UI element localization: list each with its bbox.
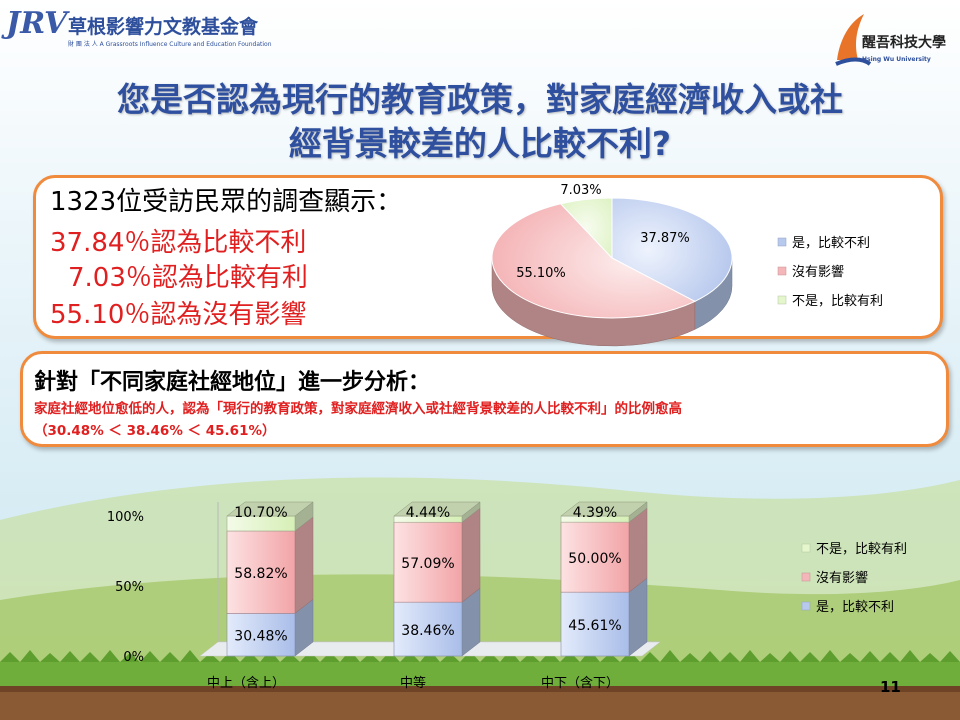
- pie-legend-swatch-2: [777, 295, 787, 305]
- bar-category-label-2: 中下（含下）: [541, 675, 619, 691]
- pie-legend-swatch-0: [777, 237, 787, 247]
- bar-legend-label-2: 不是，比較有利: [816, 542, 907, 557]
- bar-segment-2-1: [560, 521, 630, 593]
- foundation-logo: JRV 草根影響力文教基金會 財 團 法 人 A Grassroots Infl…: [6, 6, 272, 48]
- bar-category-label-0: 中上（含上）: [207, 675, 285, 691]
- bar-data-label-0-1: 58.82%: [234, 566, 287, 582]
- bar-data-label-1-1: 57.09%: [401, 556, 454, 572]
- bar-legend-swatch-2: [801, 543, 811, 553]
- bar-side-2-1: [628, 507, 648, 593]
- bar-data-label-2-0: 45.61%: [568, 618, 621, 634]
- bar-legend-label-1: 沒有影響: [816, 570, 868, 586]
- pie-data-label-1: 55.10%: [516, 266, 566, 281]
- pie-data-label-2: 7.03%: [560, 183, 601, 198]
- bar-y-tick-2: 100%: [107, 510, 144, 525]
- bar-legend-swatch-1: [801, 572, 811, 582]
- pie-slice-1: [491, 203, 696, 319]
- summary-line-favorable: 7.03％認為比較有利: [68, 263, 308, 293]
- bar-segment-1-0: [393, 601, 463, 657]
- analysis-line-1: 家庭社經地位愈低的人，認為「現行的教育政策，對家庭經濟收入或社經背景較差的人比較…: [34, 401, 682, 417]
- bar-legend-label-0: 是，比較不利: [816, 600, 894, 615]
- foundation-logo-en: 財 團 法 人 A Grassroots Influence Culture a…: [68, 41, 272, 48]
- analysis-box: [20, 351, 949, 447]
- summary-box: [33, 175, 943, 339]
- stacked-bar-chart: 0% 50% 100% 30.48% 58.82% 10.70% 中上（含上） 38.46% 5…: [107, 501, 907, 691]
- bar-data-label-2-1: 50.00%: [568, 551, 621, 567]
- slide-title-line-1: 您是否認為現行的教育政策，對家庭經濟收入或社: [117, 80, 843, 119]
- analysis-body: 家庭社經地位愈低的人，認為「現行的教育政策，對家庭經濟收入或社經背景較差的人比較…: [34, 398, 682, 442]
- bar-segment-2-0: [560, 591, 630, 657]
- bar-side-1-1: [461, 507, 481, 603]
- bar-segment-0-0: [226, 613, 296, 657]
- bar-data-label-1-2: 4.44%: [406, 505, 450, 521]
- foundation-logo-name: 草根影響力文教基金會: [68, 16, 259, 38]
- pie-data-label-0: 37.87%: [640, 231, 690, 246]
- bar-data-label-0-0: 30.48%: [234, 629, 287, 645]
- bar-segment-0-1: [226, 530, 296, 614]
- bar-data-label-0-2: 10.70%: [234, 505, 287, 521]
- analysis-line-2: （30.48% ＜ 38.46% ＜ 45.61%）: [34, 423, 276, 439]
- bar-y-tick-0: 0%: [123, 650, 144, 665]
- bar-top-1: [393, 501, 481, 517]
- bar-data-label-2-2: 4.39%: [573, 505, 617, 521]
- university-logo-name: 醒吾科技大學: [862, 35, 946, 51]
- bar-top-0: [226, 501, 314, 517]
- slide-title-line-2: 經背景較差的人比較不利?: [288, 124, 672, 163]
- summary-line-unfavorable: 37.84％認為比較不利: [50, 228, 307, 258]
- university-logo-en: Hsing Wu University: [862, 56, 931, 63]
- analysis-heading: 針對「不同家庭社經地位」進一步分析：: [34, 370, 431, 395]
- foundation-logo-mark: JRV: [6, 6, 68, 41]
- summary-heading: 1323位受訪民眾的調查顯示：: [50, 187, 403, 217]
- pie-slice-0: [611, 197, 733, 302]
- bar-segment-1-1: [393, 521, 463, 603]
- university-logo: 醒吾科技大學 Hsing Wu University: [832, 6, 950, 72]
- summary-line-no-effect: 55.10％認為沒有影響: [50, 300, 307, 330]
- pie-legend-label-2: 不是，比較有利: [792, 294, 883, 309]
- bar-top-2: [560, 501, 648, 517]
- bar-category-label-1: 中等: [400, 675, 426, 691]
- university-emblem-icon: [835, 14, 872, 66]
- bar-legend-swatch-0: [801, 601, 811, 611]
- bar-side-0-1: [294, 516, 314, 614]
- bar-data-label-1-0: 38.46%: [401, 623, 454, 639]
- slide-title: 您是否認為現行的教育政策，對家庭經濟收入或社 經背景較差的人比較不利?: [40, 78, 920, 166]
- page-number: 11: [880, 678, 901, 696]
- bar-y-tick-1: 50%: [115, 580, 144, 595]
- pie-legend-label-1: 沒有影響: [792, 264, 844, 280]
- pie-legend-label-0: 是，比較不利: [792, 236, 870, 251]
- pie-slice-2: [559, 197, 613, 260]
- pie-legend-swatch-1: [777, 266, 787, 276]
